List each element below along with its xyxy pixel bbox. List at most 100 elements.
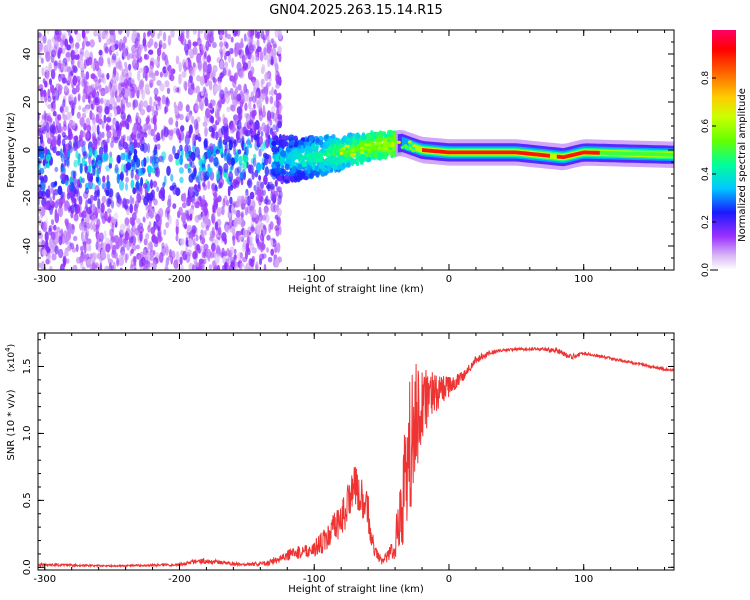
heatmap-cell: [111, 74, 117, 84]
heatmap-cell: [216, 107, 220, 119]
heatmap-cell: [119, 267, 123, 270]
heatmap-cell: [339, 165, 344, 170]
heatmap-cell: [40, 119, 46, 128]
heatmap-cell: [320, 148, 325, 153]
heatmap-cell: [256, 99, 263, 110]
snr-panel: -300 -200 -100 0 100 0.0 0.5 1.0 1.5 Height of …: [4, 332, 675, 595]
heatmap-cell: [139, 108, 146, 116]
heatmap-cell: [147, 224, 151, 233]
heatmap-cell: [219, 72, 224, 79]
heatmap-cell: [293, 135, 298, 142]
heatmap-cell: [189, 213, 193, 221]
heatmap-cell: [278, 142, 284, 148]
heatmap-cell: [83, 76, 87, 87]
heatmap-cell: [58, 248, 64, 259]
heatmap-cell: [191, 195, 196, 205]
heatmap-cell: [202, 61, 208, 73]
heatmap-cell: [143, 53, 148, 60]
heatmap-cell: [270, 194, 275, 202]
heatmap-cell: [44, 65, 49, 73]
heatmap-cell: [204, 126, 208, 137]
heatmap-cell: [157, 225, 161, 232]
heatmap-cell: [232, 209, 237, 215]
heatmap-cell: [159, 83, 165, 92]
heatmap-cell: [84, 49, 90, 60]
heatmap-cell: [137, 70, 141, 82]
heatmap-cell: [86, 207, 92, 215]
heatmap-cell: [397, 140, 401, 144]
heatmap-cell: [142, 216, 146, 223]
heatmap-cell: [212, 188, 217, 197]
heatmap-cell: [73, 96, 77, 105]
heatmap-cell: [53, 101, 56, 111]
heatmap-cell: [148, 123, 151, 131]
heatmap-cell: [43, 174, 48, 183]
heatmap-cell: [195, 176, 200, 184]
heatmap-cell: [190, 172, 196, 178]
heatmap-cell: [231, 226, 236, 236]
heatmap-cell: [123, 92, 129, 99]
heatmap-cell: [65, 238, 69, 246]
heatmap-cell: [246, 195, 251, 206]
heatmap-cell: [124, 61, 128, 68]
heatmap-cell: [142, 183, 148, 189]
heatmap-cell: [378, 151, 384, 158]
heatmap-cell: [277, 114, 283, 120]
heatmap-cell: [52, 95, 56, 104]
heatmap-cell: [121, 201, 125, 209]
heatmap-cell: [57, 185, 63, 196]
heatmap-cell: [223, 117, 228, 127]
heatmap-cell: [238, 235, 243, 241]
heatmap-cell: [254, 52, 258, 63]
heatmap-cell: [205, 108, 210, 119]
heatmap-cell: [274, 167, 280, 175]
heatmap-cell: [139, 185, 143, 196]
heatmap-cell: [157, 97, 161, 107]
heatmap-cell: [61, 110, 65, 117]
heatmap-cell: [262, 34, 268, 41]
heatmap-cell: [260, 130, 264, 137]
heatmap-cell: [57, 207, 62, 216]
heatmap-cell: [66, 245, 72, 252]
heatmap-cell: [243, 92, 249, 103]
heatmap-cell: [199, 76, 205, 86]
heatmap-cell: [45, 258, 50, 265]
heatmap-cell: [40, 260, 46, 270]
heatmap-cell: [101, 195, 107, 204]
heatmap-cell: [223, 162, 229, 173]
heatmap-cell: [249, 54, 255, 64]
heatmap-cell: [361, 132, 366, 137]
heatmap-cell: [101, 72, 105, 79]
heatmap-cell: [60, 153, 64, 163]
heatmap-cell: [52, 110, 57, 117]
heatmap-cell: [276, 175, 283, 182]
heatmap-cell: [233, 139, 237, 145]
heatmap-cell: [118, 61, 122, 70]
snr-xlabel: Height of straight line (km): [288, 584, 424, 595]
heatmap-cell: [119, 75, 124, 84]
heatmap-cell: [41, 114, 45, 120]
heatmap-cell: [179, 154, 183, 166]
heatmap-cell: [178, 167, 184, 174]
heatmap-cell: [371, 132, 377, 137]
heatmap-cell: [101, 182, 105, 190]
heatmap-cell: [88, 56, 93, 66]
heatmap-cell: [145, 116, 150, 125]
heatmap-cell: [164, 80, 170, 88]
heatmap-cell: [351, 149, 356, 153]
heatmap-cell: [42, 34, 47, 44]
heatmap-cell: [166, 165, 171, 176]
y-tick-label: 1.5: [22, 359, 33, 375]
heatmap-cell: [177, 101, 183, 112]
heatmap-cell: [146, 180, 151, 192]
heatmap-cell: [255, 264, 258, 270]
heatmap-cell: [146, 105, 152, 113]
heatmap-cell: [61, 138, 66, 147]
heatmap-cell: [215, 245, 221, 256]
heatmap-cell: [243, 160, 248, 170]
heatmap-cell: [218, 141, 223, 149]
heatmap-cell: [109, 83, 112, 90]
heatmap-cell: [73, 159, 78, 168]
heatmap-cell: [81, 210, 87, 219]
heatmap-cell: [339, 155, 345, 160]
